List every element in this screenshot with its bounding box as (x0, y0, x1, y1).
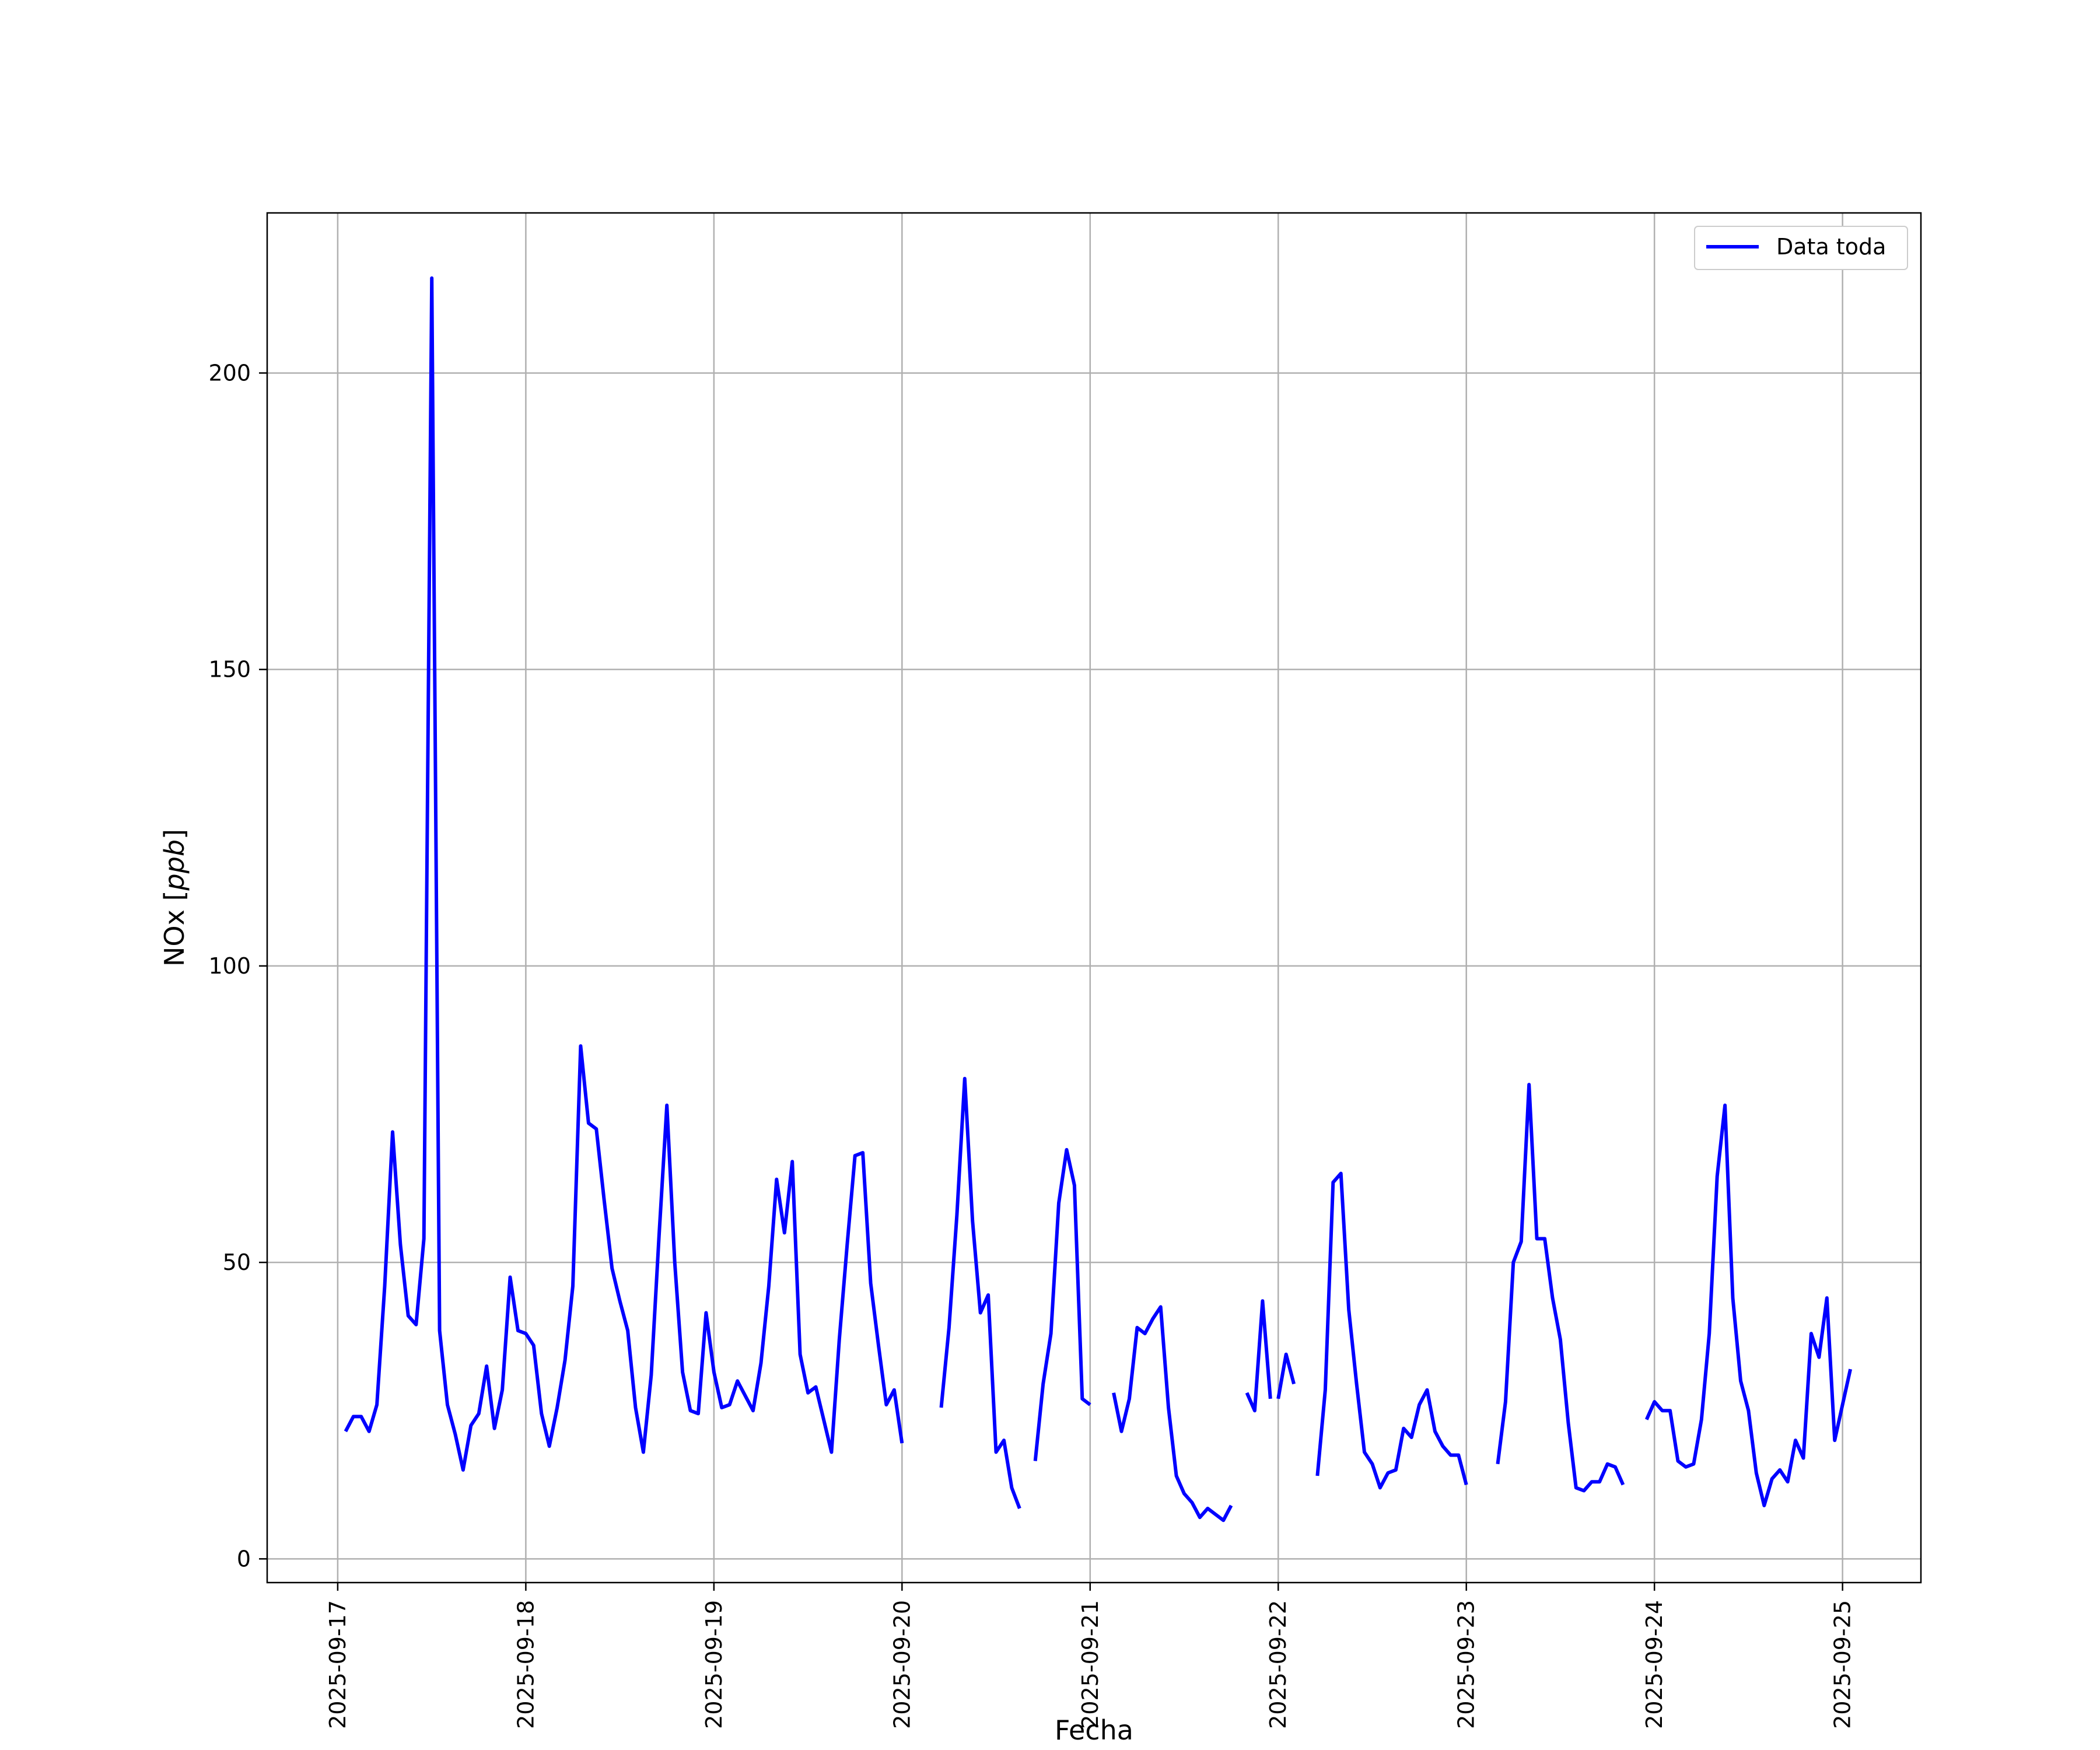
x-tick-label: 2025-09-23 (1454, 1600, 1479, 1729)
x-tick-label: 2025-09-17 (325, 1600, 351, 1729)
legend: Data toda (1694, 226, 1908, 270)
legend-label-data-toda: Data toda (1776, 234, 1886, 260)
grid (267, 213, 1921, 1583)
x-tick-label: 2025-09-25 (1830, 1600, 1856, 1729)
series-line-segment (1496, 1083, 1625, 1493)
plot-area-frame (266, 212, 1922, 1584)
y-axis-title-unit-close: ] (159, 829, 190, 839)
y-tick-label: 50 (223, 1250, 251, 1275)
y-tick-label: 0 (237, 1546, 251, 1572)
series-line-segment (1315, 1171, 1468, 1490)
y-tick-label: 200 (208, 360, 251, 386)
series-line-segment (939, 1077, 1021, 1509)
x-tick-label: 2025-09-20 (889, 1600, 915, 1729)
y-axis-title: NOx [ppb] (159, 829, 190, 967)
x-tick-label: 2025-09-21 (1077, 1600, 1103, 1729)
series-line-segment (1033, 1148, 1091, 1461)
series-layer (344, 276, 1853, 1522)
series-line-segment (1112, 1305, 1233, 1522)
x-tick-label: 2025-09-22 (1265, 1600, 1291, 1729)
legend-box (1694, 226, 1908, 270)
y-tick-label: 100 (208, 953, 251, 979)
x-tick-label: 2025-09-18 (513, 1600, 538, 1729)
y-axis-title-main: NOx (159, 901, 190, 967)
series-line-segment (1276, 1352, 1296, 1399)
x-axis-title: Fecha (1055, 1714, 1133, 1746)
y-tick-label: 150 (208, 657, 251, 682)
axis-ticks: 2025-09-17 2025-09-18 2025-09-19 2025-09-20… (208, 360, 1855, 1728)
series-line-segment (1644, 1103, 1853, 1507)
series-line-segment (344, 276, 904, 1472)
y-axis-title-unit-open: [ (159, 891, 190, 901)
x-tick-label: 2025-09-24 (1642, 1600, 1667, 1729)
x-tick-label: 2025-09-19 (701, 1600, 727, 1729)
y-axis-title-unit: ppb (159, 839, 190, 891)
series-line-segment (1245, 1299, 1272, 1413)
